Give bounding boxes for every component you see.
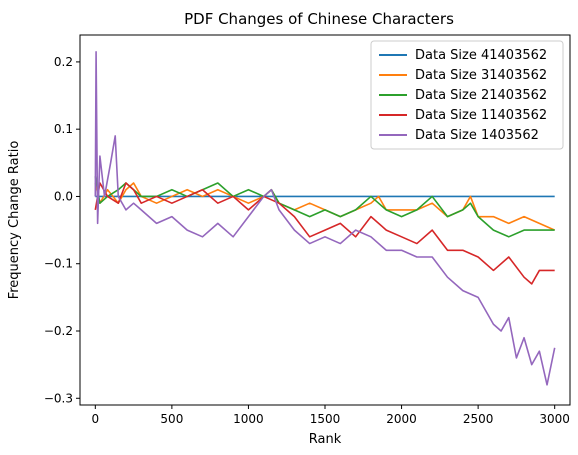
legend-box	[370, 40, 564, 150]
legend-label: Data Size 1403562	[415, 128, 539, 143]
x-tick-label: 1000	[233, 412, 264, 426]
y-tick-label: 0.0	[54, 189, 73, 203]
series-line-4	[94, 182, 555, 285]
y-tick-label: 0.2	[54, 55, 73, 69]
y-axis-label: Frequency Change Ratio	[7, 141, 22, 300]
x-tick-label: 500	[160, 412, 183, 426]
y-tick-label: 0.1	[54, 122, 73, 136]
chart-title: PDF Changes of Chinese Characters	[184, 10, 454, 28]
y-tick-label: −0.1	[44, 257, 73, 271]
y-axis: −0.3 −0.2 −0.1 0.0 0.1 0.2	[44, 55, 80, 405]
legend: Data Size 41403562 Data Size 31403562 Data…	[370, 40, 564, 150]
x-tick-label: 0	[91, 412, 99, 426]
x-axis-label: Rank	[309, 432, 342, 447]
y-tick-label: −0.3	[44, 391, 73, 405]
x-tick-label: 3000	[539, 412, 570, 426]
x-axis: 0 500 1000 1500 2000 2500 3000	[91, 405, 570, 426]
y-tick-label: −0.2	[44, 324, 73, 338]
series-line-3	[94, 176, 555, 238]
plot-series-group	[94, 51, 556, 386]
x-tick-label: 2500	[463, 412, 494, 426]
legend-label: Data Size 41403562	[415, 48, 547, 63]
legend-label: Data Size 21403562	[415, 88, 547, 103]
legend-label: Data Size 11403562	[415, 108, 547, 123]
legend-label: Data Size 31403562	[415, 68, 547, 83]
x-tick-label: 1500	[310, 412, 341, 426]
x-tick-label: 2000	[386, 412, 417, 426]
series-line-5	[94, 51, 556, 386]
